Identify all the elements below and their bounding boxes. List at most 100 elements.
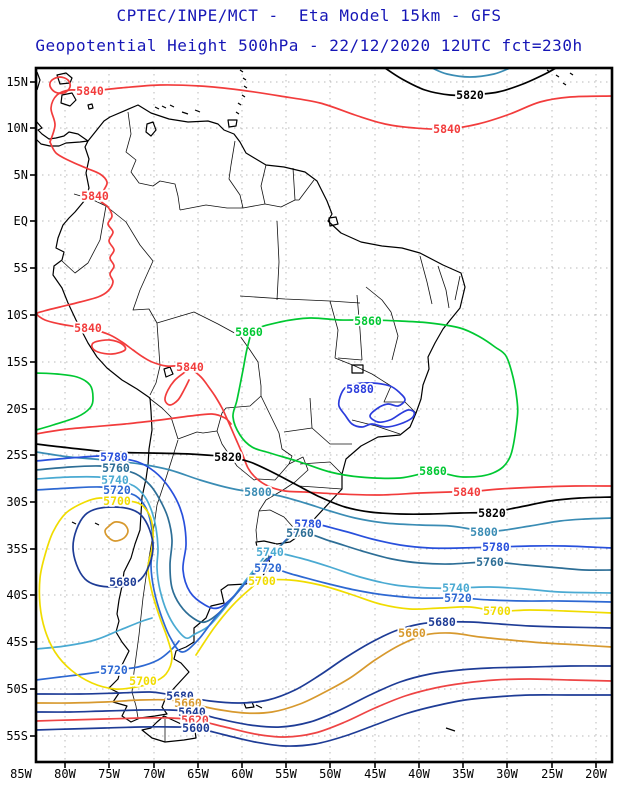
- contour-label-5700: 5700: [103, 494, 131, 508]
- contour-5840: [35, 413, 232, 435]
- contour-5840: [90, 339, 127, 355]
- contour-label-5880: 5880: [346, 382, 374, 396]
- axis-label-45S: 45S: [6, 635, 28, 649]
- contour-label-5720: 5720: [100, 663, 128, 677]
- contour-5800: [35, 451, 613, 533]
- contour-5660: [35, 632, 613, 715]
- axis-label-55W: 55W: [275, 767, 297, 781]
- country-border: [61, 193, 107, 274]
- axis-label-55S: 55S: [6, 729, 28, 743]
- map-title: CPTEC/INPE/MCT - Eta Model 15km - GFS: [116, 6, 502, 25]
- contour-label-5840: 5840: [453, 485, 481, 499]
- axis-label-30S: 30S: [6, 495, 28, 509]
- axis-label-5N: 5N: [14, 168, 28, 182]
- coastline: [35, 138, 89, 147]
- country-border: [260, 164, 315, 205]
- axis-label-50W: 50W: [319, 767, 341, 781]
- contour-5820: [384, 67, 557, 97]
- axis-label-20S: 20S: [6, 402, 28, 416]
- coastline: [351, 364, 364, 374]
- axis-label-EQ: EQ: [14, 214, 28, 228]
- axis-label-5S: 5S: [14, 261, 28, 275]
- contour-label-5680: 5680: [166, 689, 194, 703]
- contour-5600: [35, 694, 613, 747]
- contour-label-5800: 5800: [244, 485, 272, 499]
- contour-label-5780: 5780: [100, 450, 128, 464]
- contour-label-5660: 5660: [398, 626, 426, 640]
- contour-label-5820: 5820: [456, 88, 484, 102]
- country-border: [260, 395, 293, 465]
- map-subtitle: Geopotential Height 500hPa - 22/12/2020 …: [35, 36, 583, 55]
- contour-label-5840: 5840: [81, 189, 109, 203]
- contour-label-5700: 5700: [248, 574, 276, 588]
- contour-5860: [232, 317, 519, 480]
- axis-label-25S: 25S: [6, 448, 28, 462]
- contour-5700: [38, 497, 173, 691]
- contour-label-5860: 5860: [419, 464, 447, 478]
- axis-label-50S: 50S: [6, 682, 28, 696]
- contour-label-5840: 5840: [176, 360, 204, 374]
- country-border: [239, 220, 461, 361]
- contour-5840: [49, 84, 613, 143]
- axis-label-60W: 60W: [231, 767, 253, 781]
- contour-label-5720: 5720: [103, 483, 131, 497]
- contour-label-5840: 5840: [76, 84, 104, 98]
- contour-5680: [72, 506, 154, 588]
- axis-label-10N: 10N: [6, 121, 28, 135]
- coastline: [163, 366, 174, 378]
- contour-label-5700: 5700: [483, 604, 511, 618]
- coastline: [145, 121, 157, 137]
- axis-label-40W: 40W: [408, 767, 430, 781]
- country-border: [149, 322, 161, 396]
- contour-label-5840: 5840: [433, 122, 461, 136]
- country-border: [283, 357, 417, 490]
- axis-label-35S: 35S: [6, 542, 28, 556]
- coastline: [546, 69, 574, 86]
- contour-label-5720: 5720: [254, 561, 282, 575]
- axis-label-75W: 75W: [98, 767, 120, 781]
- coastline: [71, 521, 100, 526]
- axis-label-45W: 45W: [364, 767, 386, 781]
- country-border: [132, 260, 158, 324]
- country-border: [216, 395, 262, 432]
- axis-label-65W: 65W: [187, 767, 209, 781]
- contour-5800: [431, 67, 511, 78]
- map-frame: [34, 66, 614, 764]
- contour-label-5760: 5760: [286, 526, 314, 540]
- axis-label-40S: 40S: [6, 588, 28, 602]
- coastline: [35, 120, 89, 142]
- axis-label-15S: 15S: [6, 355, 28, 369]
- country-border: [131, 439, 179, 719]
- contour-label-5840: 5840: [74, 321, 102, 335]
- coastline: [154, 69, 248, 128]
- contour-label-5860: 5860: [354, 314, 382, 328]
- contour-5680: [35, 620, 613, 704]
- country-border: [156, 311, 262, 396]
- axis-label-85W: 85W: [10, 767, 32, 781]
- contour-5840: [36, 141, 613, 496]
- contour-5720: [35, 486, 613, 653]
- country-border: [216, 430, 290, 481]
- contour-label-5780: 5780: [294, 517, 322, 531]
- contour-5700: [195, 578, 613, 656]
- contour-label-5740: 5740: [442, 581, 470, 595]
- axis-label-15N: 15N: [6, 75, 28, 89]
- contour-label-5780: 5780: [482, 540, 510, 554]
- axis-label-25W: 25W: [541, 767, 563, 781]
- contour-label-5680: 5680: [109, 575, 137, 589]
- contour-label-5820: 5820: [214, 450, 242, 464]
- axis-label-20W: 20W: [585, 767, 607, 781]
- country-border: [228, 140, 244, 209]
- contour-5860: [35, 372, 94, 431]
- country-border: [179, 199, 299, 211]
- contour-label-5820: 5820: [478, 506, 506, 520]
- contour-label-5760: 5760: [102, 461, 130, 475]
- contour-5640: [35, 665, 613, 728]
- contour-5740: [35, 475, 613, 640]
- axis-label-80W: 80W: [54, 767, 76, 781]
- coastline: [36, 71, 94, 110]
- contour-label-5860: 5860: [235, 325, 263, 339]
- contour-label-5700: 5700: [129, 674, 157, 688]
- axis-label-10S: 10S: [6, 308, 28, 322]
